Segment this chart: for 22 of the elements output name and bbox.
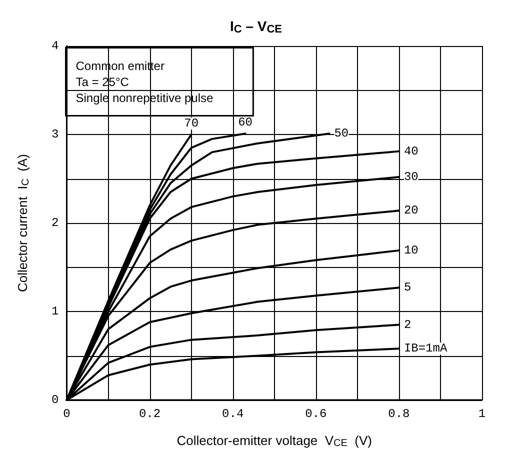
x-tick-label: 0.2	[138, 407, 161, 421]
y-tick-label: 2	[52, 216, 59, 230]
series-label: 70	[184, 116, 199, 130]
y-axis-title: Collector current IC (A)	[15, 154, 32, 292]
series-label: 2	[404, 318, 412, 332]
series-label: 30	[404, 170, 418, 184]
series-label: IB=1mA	[404, 342, 448, 356]
series-label: 5	[404, 280, 412, 295]
y-tick-label: 4	[52, 39, 59, 53]
series-label: 10	[404, 243, 418, 258]
x-tick-label: 1	[478, 407, 486, 421]
series-label: 20	[404, 204, 418, 218]
x-tick-label: 0	[63, 407, 70, 421]
y-tick-label: 0	[52, 393, 59, 407]
x-tick-label: 0.8	[388, 407, 410, 421]
x-tick-label: 0.4	[222, 407, 244, 421]
x-tick-label: 0.6	[305, 407, 327, 421]
series-label: 40	[404, 144, 418, 158]
y-tick-label: 3	[52, 128, 59, 142]
series-label: 60	[238, 116, 253, 130]
y-tick-label: 1	[52, 304, 59, 318]
series-label: 50	[334, 126, 349, 141]
